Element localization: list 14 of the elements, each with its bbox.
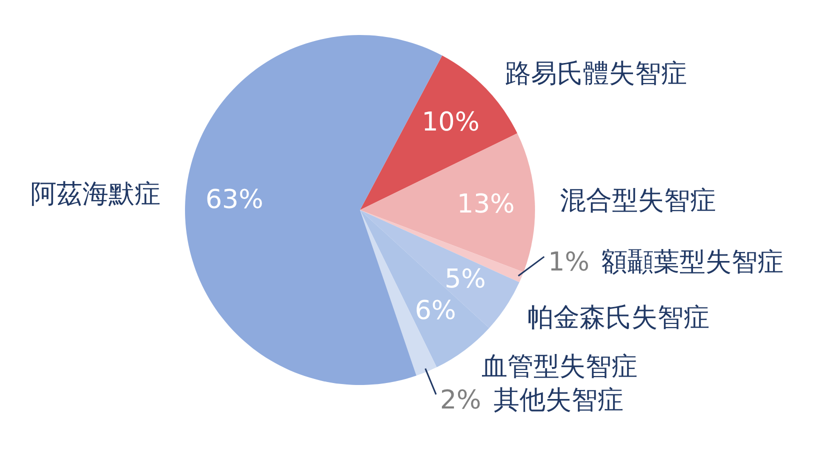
data-label: 5% xyxy=(444,264,486,294)
slice-label: 路易氏體失智症 xyxy=(504,58,687,89)
slice-label: 混合型失智症 xyxy=(560,186,716,216)
data-label: 10% xyxy=(422,107,480,138)
slice-label: 額顳葉型失智症 xyxy=(601,248,784,278)
slice-label: 阿茲海默症 xyxy=(30,179,161,210)
slice-label: 帕金森氏失智症 xyxy=(528,302,710,333)
data-label: 63% xyxy=(206,184,264,215)
data-label: 6% xyxy=(414,296,456,326)
slice-label: 血管型失智症 xyxy=(481,352,638,382)
data-label: 13% xyxy=(456,189,515,220)
slice-label: 其他失智症 xyxy=(493,385,624,416)
data-label: 2% xyxy=(440,385,482,416)
data-label: 1% xyxy=(548,248,590,278)
